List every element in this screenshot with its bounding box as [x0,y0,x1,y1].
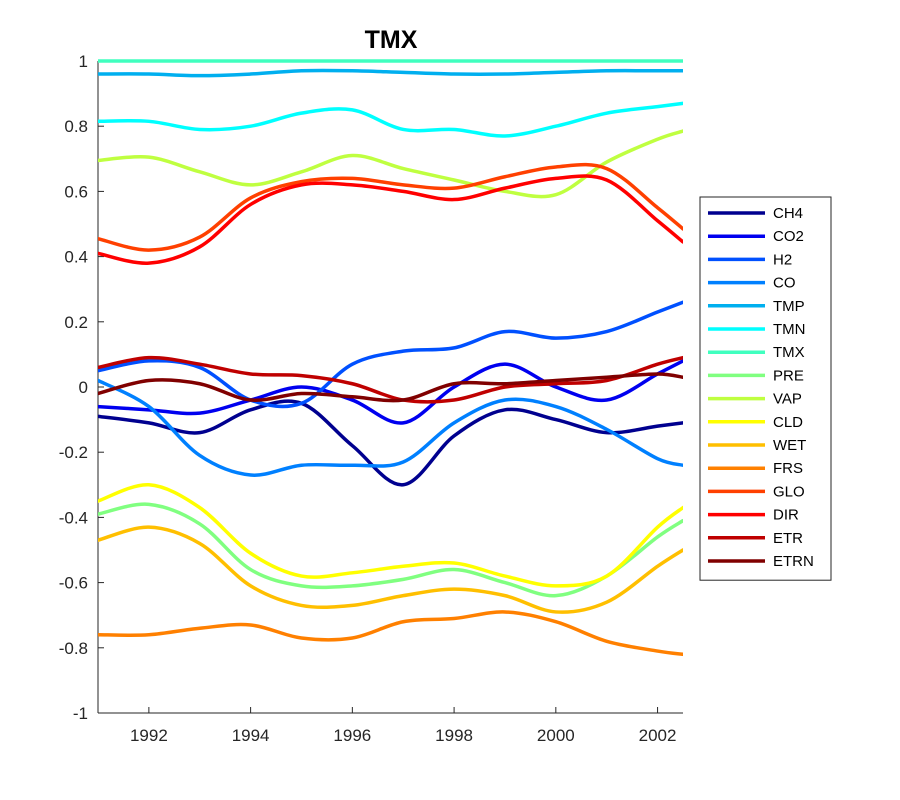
series-line-dir [98,174,683,265]
legend-label-tmn: TMN [773,321,806,338]
series-line-glo [98,162,683,252]
x-tick-label: 1998 [435,726,473,745]
series-line-frs [98,610,683,657]
y-tick-label: -1 [73,704,88,723]
legend-box [699,196,832,581]
legend-label-h2: H2 [773,251,792,268]
y-tick-label: -0.4 [59,508,88,527]
y-tick-label: 0 [79,378,88,397]
y-tick-label: -0.6 [59,574,88,593]
series-line-co2 [98,359,683,425]
series-line-tmn [98,101,683,138]
x-tick-label: 2000 [537,726,575,745]
series-line-wet [98,525,683,614]
series-line-co [98,378,683,477]
y-tick-label: 1 [79,52,88,71]
y-tick-label: 0.4 [64,248,88,267]
x-tick-label: 2002 [639,726,677,745]
series-line-ch4 [98,399,683,487]
legend-label-etr: ETR [773,530,803,547]
series-group [98,59,683,657]
series-line-tmp [98,68,683,78]
legend-label-wet: WET [773,437,806,454]
series-line-h2 [98,300,683,409]
legend-label-co2: CO2 [773,228,804,245]
plot-area: 1 0.8 0.6 0.4 0.2 0 -0.2 -0.4 -0.6 -0.8 -1 1992 1994… [59,52,683,745]
series-line-etrn [98,372,683,403]
x-tick-label: 1992 [130,726,168,745]
legend-label-vap: VAP [773,391,802,408]
legend-label-tmp: TMP [773,298,805,315]
legend-label-cld: CLD [773,414,803,431]
legend-label-etrn: ETRN [773,553,814,570]
legend-label-pre: PRE [773,367,804,384]
series-line-cld [98,483,683,588]
y-tick-label: 0.2 [64,313,88,332]
x-tick-label: 1996 [333,726,371,745]
y-tick-label: 0.6 [64,182,88,201]
series-line-vap [98,129,683,199]
x-tick-label: 1994 [232,726,270,745]
legend-label-glo: GLO [773,483,805,500]
legend-label-co: CO [773,275,796,292]
legend-label-tmx: TMX [773,344,805,361]
y-tick-label: 0.8 [64,117,88,136]
legend-label-frs: FRS [773,460,803,477]
chart-title: TMX [365,26,418,54]
legend-label-dir: DIR [773,507,799,524]
y-tick-label: -0.8 [59,639,88,658]
legend-label-ch4: CH4 [773,205,803,222]
y-tick-label: -0.2 [59,443,88,462]
legend: CH4 CO2 H2 CO TMP TMN TMX PRE VAP CLD WET FRS GLO DIR… [699,196,832,581]
